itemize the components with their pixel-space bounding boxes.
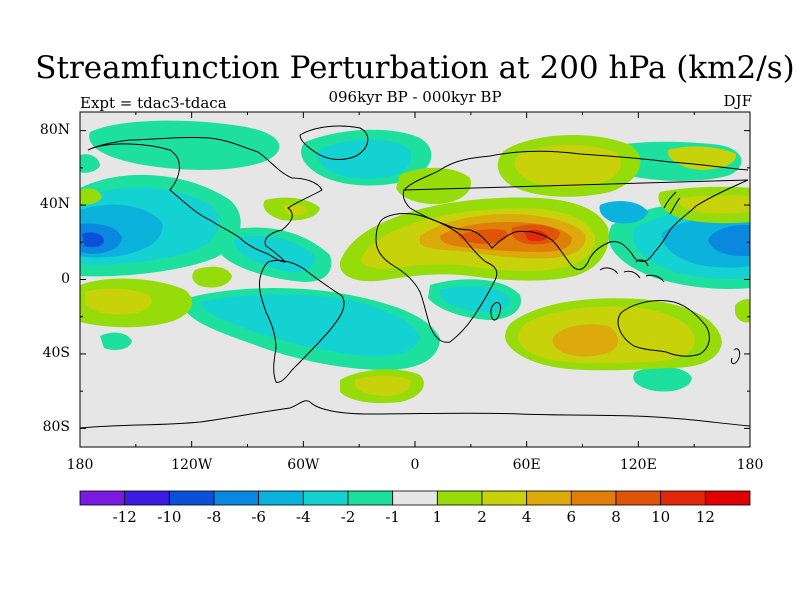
y-tick-label: 40N bbox=[39, 196, 70, 213]
x-tick-label: 180 bbox=[66, 457, 94, 473]
colorbar-level-label: -6 bbox=[251, 508, 266, 526]
contour-negative-south bbox=[633, 366, 692, 392]
colorbar bbox=[79, 490, 751, 506]
colorbar-box bbox=[124, 490, 170, 506]
contour-negative-atl bbox=[233, 235, 316, 273]
contour-negative-wpac bbox=[708, 224, 750, 256]
contour-negative-arctic bbox=[80, 154, 100, 173]
contour-negative-natl bbox=[317, 139, 412, 179]
y-tick-label: 40S bbox=[42, 344, 70, 361]
x-tick-label: 60W bbox=[287, 457, 320, 473]
contour-negative-samerica bbox=[200, 294, 420, 357]
contour-positive-arctic bbox=[667, 146, 737, 170]
colorbar-box bbox=[570, 490, 617, 506]
experiment-label: Expt = tdac3-tdaca bbox=[80, 94, 227, 112]
x-tick-label: 120E bbox=[619, 457, 657, 473]
coastline-antarctica bbox=[80, 400, 750, 429]
colorbar-level-label: -1 bbox=[385, 508, 400, 526]
contour-negative-npac bbox=[82, 232, 104, 248]
colorbar-box bbox=[436, 490, 483, 506]
coastline-greenland bbox=[299, 125, 369, 160]
y-tick-label: 0 bbox=[61, 270, 70, 287]
colorbar-box bbox=[79, 490, 126, 506]
colorbar-level-label: -12 bbox=[112, 508, 137, 526]
y-tick-label: 80S bbox=[42, 419, 70, 436]
colorbar-box bbox=[213, 490, 260, 506]
x-tick-label: 120W bbox=[171, 457, 213, 473]
season-label: DJF bbox=[723, 92, 752, 110]
colorbar-level-label: -4 bbox=[296, 508, 311, 526]
contour-positive-asia bbox=[458, 229, 508, 244]
colorbar-level-label: 8 bbox=[611, 508, 621, 526]
colorbar-box bbox=[258, 490, 304, 506]
contour-positive-asia bbox=[524, 229, 548, 242]
colorbar-level-label: 2 bbox=[477, 508, 487, 526]
colorbar-box bbox=[347, 490, 394, 506]
contour-negative-south bbox=[100, 332, 132, 350]
coastline-japan bbox=[663, 191, 681, 215]
colorbar-box bbox=[615, 490, 662, 506]
colorbar-box bbox=[660, 490, 706, 506]
coastline-indonesia bbox=[599, 259, 665, 283]
x-tick-label: 0 bbox=[410, 457, 420, 473]
contour-positive-europe bbox=[396, 167, 471, 205]
colorbar-box bbox=[481, 490, 528, 506]
contour-negative-wpac bbox=[599, 200, 648, 224]
colorbar-level-label: -8 bbox=[206, 508, 222, 526]
chart-title: Streamfunction Perturbation at 200 hPa (… bbox=[35, 50, 795, 86]
coastline-new-zealand bbox=[731, 348, 741, 365]
colorbar-box bbox=[704, 490, 751, 506]
contour-positive-eqpac bbox=[192, 266, 232, 288]
contour-positive-spac bbox=[735, 298, 750, 323]
colorbar-level-label: 12 bbox=[695, 508, 715, 526]
colorbar-level-label: 10 bbox=[651, 508, 671, 526]
x-tick-label: 180 bbox=[736, 457, 764, 473]
coastline-madagascar bbox=[490, 301, 501, 321]
colorbar-level-label: -10 bbox=[157, 508, 182, 526]
colorbar-level-label: -2 bbox=[340, 508, 356, 526]
contour-negative-arctic bbox=[89, 120, 280, 170]
map-ticks bbox=[79, 112, 751, 447]
colorbar-box bbox=[392, 490, 438, 506]
contour-positive-satl bbox=[355, 375, 411, 396]
contour-positive-npac bbox=[678, 195, 750, 214]
coastline-africa bbox=[375, 213, 498, 343]
contour-positive-eqpac bbox=[85, 288, 152, 315]
colorbar-level-label: 6 bbox=[566, 508, 577, 526]
contour-positive-arctic bbox=[80, 188, 102, 205]
contour-field bbox=[80, 112, 750, 447]
x-tick-label: 60E bbox=[512, 457, 541, 473]
coastline-australia bbox=[617, 299, 710, 357]
chart-subtitle: 096kyr BP - 000kyr BP bbox=[328, 88, 502, 106]
colorbar-box bbox=[302, 490, 349, 506]
colorbar-level-label: 4 bbox=[521, 508, 532, 526]
colorbar-box bbox=[168, 490, 215, 506]
coastline-south-america bbox=[259, 259, 345, 383]
coastlines bbox=[80, 125, 750, 429]
y-tick-label: 80N bbox=[39, 121, 70, 138]
contour-positive-australia bbox=[552, 324, 619, 357]
colorbar-box bbox=[526, 490, 572, 506]
coastline-eurasia bbox=[402, 150, 749, 270]
colorbar-level-label: 1 bbox=[432, 508, 443, 526]
coastline-north-america bbox=[87, 136, 323, 263]
